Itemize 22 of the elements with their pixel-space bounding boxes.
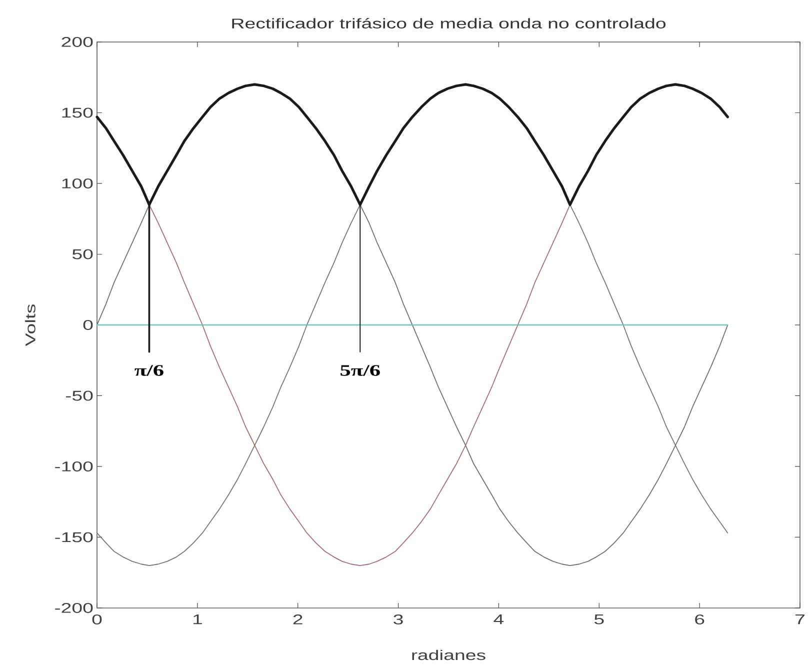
x-tick-label: 3 bbox=[394, 614, 403, 624]
x-tick-label: 0 bbox=[92, 614, 102, 624]
x-axis-title: radianes bbox=[412, 650, 486, 660]
annotation: 5π/6 bbox=[340, 365, 380, 376]
x-tick-label: 6 bbox=[695, 614, 704, 624]
y-tick-label: -150 bbox=[55, 532, 93, 542]
x-tick-label: 1 bbox=[193, 614, 202, 624]
y-axis-title: Volts bbox=[25, 304, 36, 346]
y-tick-label: 50 bbox=[72, 249, 93, 260]
y-tick-label: -50 bbox=[66, 390, 93, 401]
y-tick-label: 150 bbox=[62, 108, 93, 118]
y-tick-label: 100 bbox=[62, 178, 93, 188]
x-tick-label: 2 bbox=[293, 614, 302, 624]
x-tick-label: 4 bbox=[494, 614, 504, 624]
y-tick-label: 200 bbox=[62, 37, 93, 47]
x-tick-label: 5 bbox=[594, 614, 604, 624]
y-tick-label: 0 bbox=[83, 320, 93, 330]
chart-title: Rectificador trifásico de media onda no controlado bbox=[232, 18, 666, 28]
x-tick-label: 7 bbox=[796, 614, 804, 624]
y-tick-label: -100 bbox=[55, 462, 93, 472]
annotation: π/6 bbox=[134, 365, 164, 376]
y-tick-label: -200 bbox=[55, 603, 93, 613]
